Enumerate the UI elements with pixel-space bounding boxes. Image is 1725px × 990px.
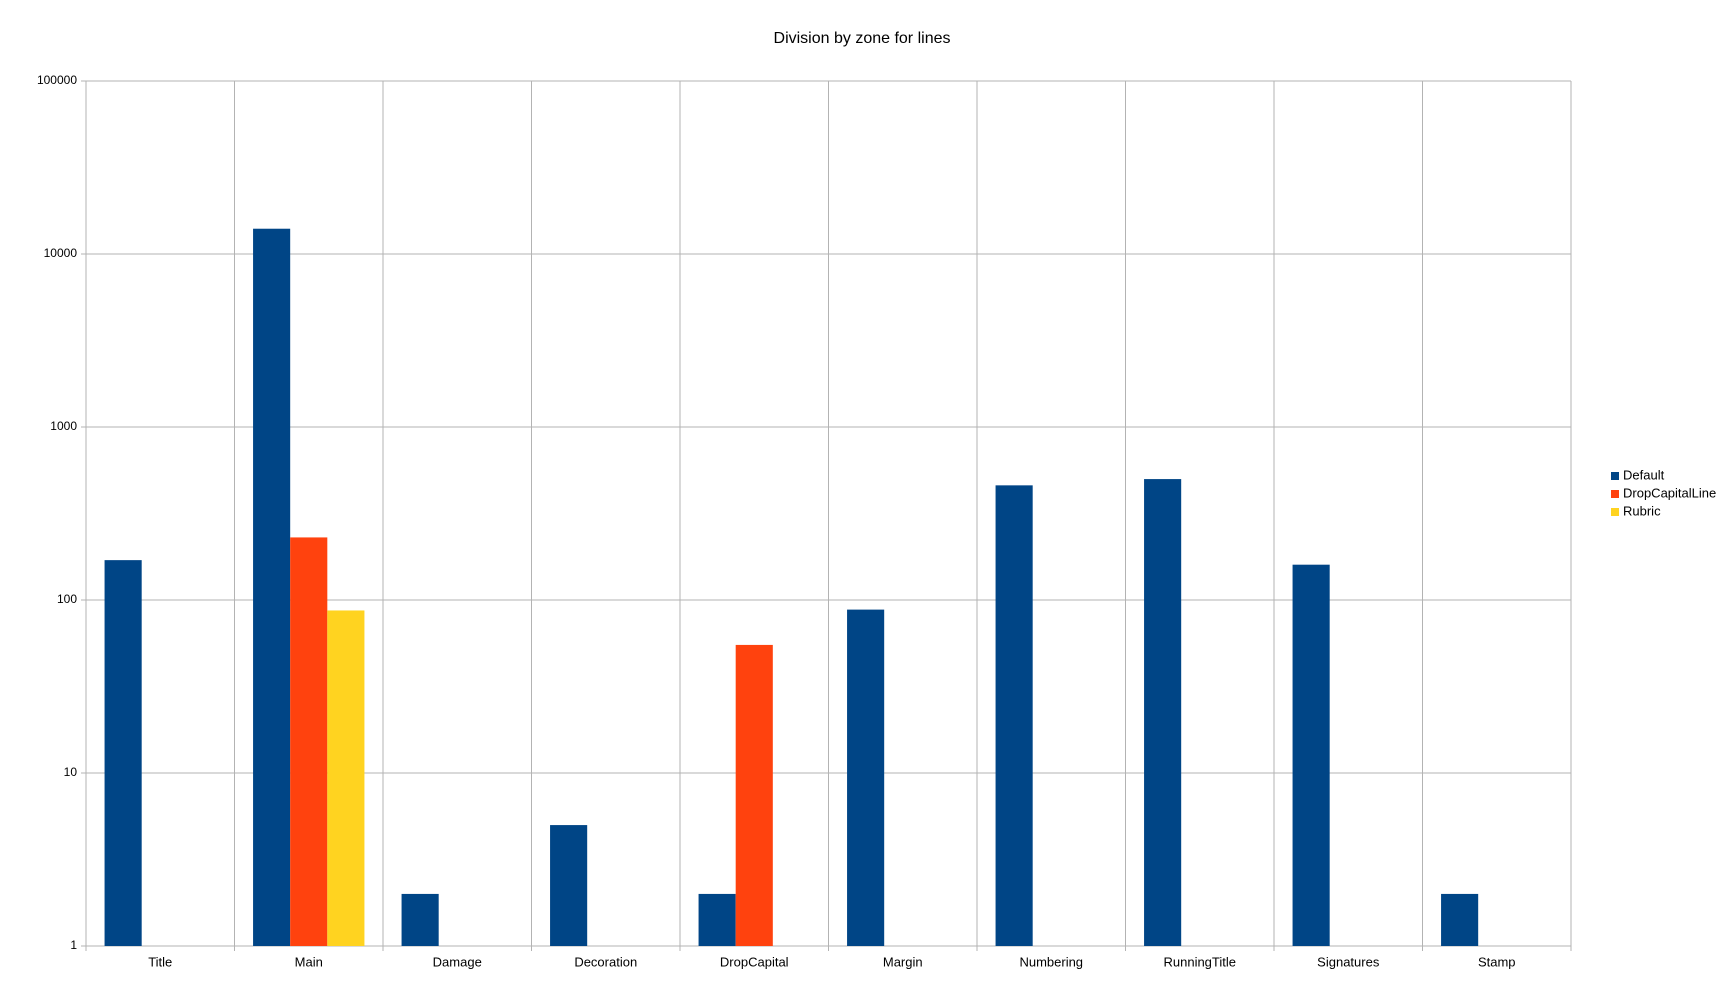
x-tick-label: Decoration [574, 954, 637, 969]
x-tick-label: Numbering [1019, 954, 1083, 969]
y-tick-label: 1000 [50, 419, 77, 433]
bar [735, 644, 773, 946]
bar [995, 485, 1033, 946]
x-tick-label: Margin [883, 954, 923, 969]
bar [401, 893, 439, 946]
x-tick-label: Main [295, 954, 323, 969]
legend-label: Default [1623, 467, 1665, 482]
bar [327, 610, 365, 946]
bar [104, 560, 142, 946]
x-tick-label: Signatures [1317, 954, 1380, 969]
y-tick-label: 100 [57, 592, 77, 606]
legend-swatch [1611, 508, 1619, 516]
bar [550, 825, 588, 946]
bar [1292, 564, 1330, 946]
legend-swatch [1611, 490, 1619, 498]
x-tick-label: Damage [433, 954, 482, 969]
x-tick-label: Stamp [1478, 954, 1516, 969]
y-tick-label: 100000 [37, 73, 77, 87]
legend-label: DropCapitalLine [1623, 485, 1716, 500]
bar [698, 893, 736, 946]
y-tick-label: 10000 [44, 246, 78, 260]
y-tick-label: 10 [64, 765, 78, 779]
bar [1441, 893, 1479, 946]
bar [290, 537, 328, 946]
y-tick-label: 1 [70, 938, 77, 952]
legend-label: Rubric [1623, 503, 1661, 518]
bar [1144, 479, 1182, 946]
legend-swatch [1611, 472, 1619, 480]
bar [847, 609, 885, 946]
bar [253, 228, 291, 946]
x-tick-label: Title [148, 954, 172, 969]
x-tick-label: RunningTitle [1163, 954, 1236, 969]
x-tick-label: DropCapital [720, 954, 789, 969]
chart-title: Division by zone for lines [774, 30, 951, 47]
